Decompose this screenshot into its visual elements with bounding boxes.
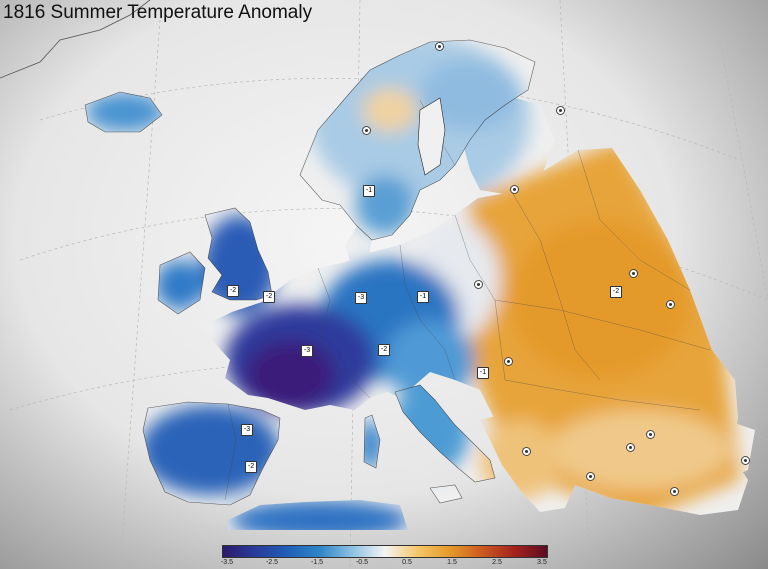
station-marker: -2	[610, 286, 622, 298]
station-circle-marker	[522, 447, 531, 456]
station-circle-marker	[504, 357, 513, 366]
station-circle-marker	[670, 487, 679, 496]
colorbar-tick-label: 1.5	[447, 559, 457, 566]
station-marker: -3	[241, 424, 253, 436]
station-circle-marker	[741, 456, 750, 465]
station-marker: -1	[363, 185, 375, 197]
colorbar-tick-label: 3.5	[537, 559, 547, 566]
colorbar-tick-label: -0.5	[355, 559, 369, 566]
colorbar-tick-label: -2.5	[265, 559, 279, 566]
station-marker: -2	[378, 344, 390, 356]
colorbar	[222, 545, 548, 558]
station-circle-marker	[626, 443, 635, 452]
station-circle-marker	[586, 472, 595, 481]
station-marker: -3	[355, 292, 367, 304]
coastlines	[84, 39, 536, 506]
station-circle-marker	[510, 185, 519, 194]
gulf-of-bothnia	[417, 97, 446, 176]
station-marker: -2	[245, 461, 257, 473]
page-title: 1816 Summer Temperature Anomaly	[3, 2, 313, 23]
station-circle-marker	[646, 430, 655, 439]
station-marker: -2	[263, 291, 275, 303]
colorbar-tick-label: 2.5	[492, 559, 502, 566]
station-marker: -3	[301, 345, 313, 357]
station-circle-marker	[362, 126, 371, 135]
greenland-coastline	[0, 0, 151, 79]
country-borders	[224, 99, 711, 501]
station-circle-marker	[474, 280, 483, 289]
colorbar-tick-label: 0.5	[402, 559, 412, 566]
station-marker: -1	[477, 367, 489, 379]
station-circle-marker	[666, 300, 675, 309]
station-circle-marker	[435, 42, 444, 51]
station-circle-marker	[629, 269, 638, 278]
colorbar-tick-label: -3.5	[220, 559, 234, 566]
station-circle-marker	[556, 106, 565, 115]
colorbar-tick-label: -1.5	[310, 559, 324, 566]
station-marker: -2	[227, 285, 239, 297]
station-marker: -1	[417, 291, 429, 303]
